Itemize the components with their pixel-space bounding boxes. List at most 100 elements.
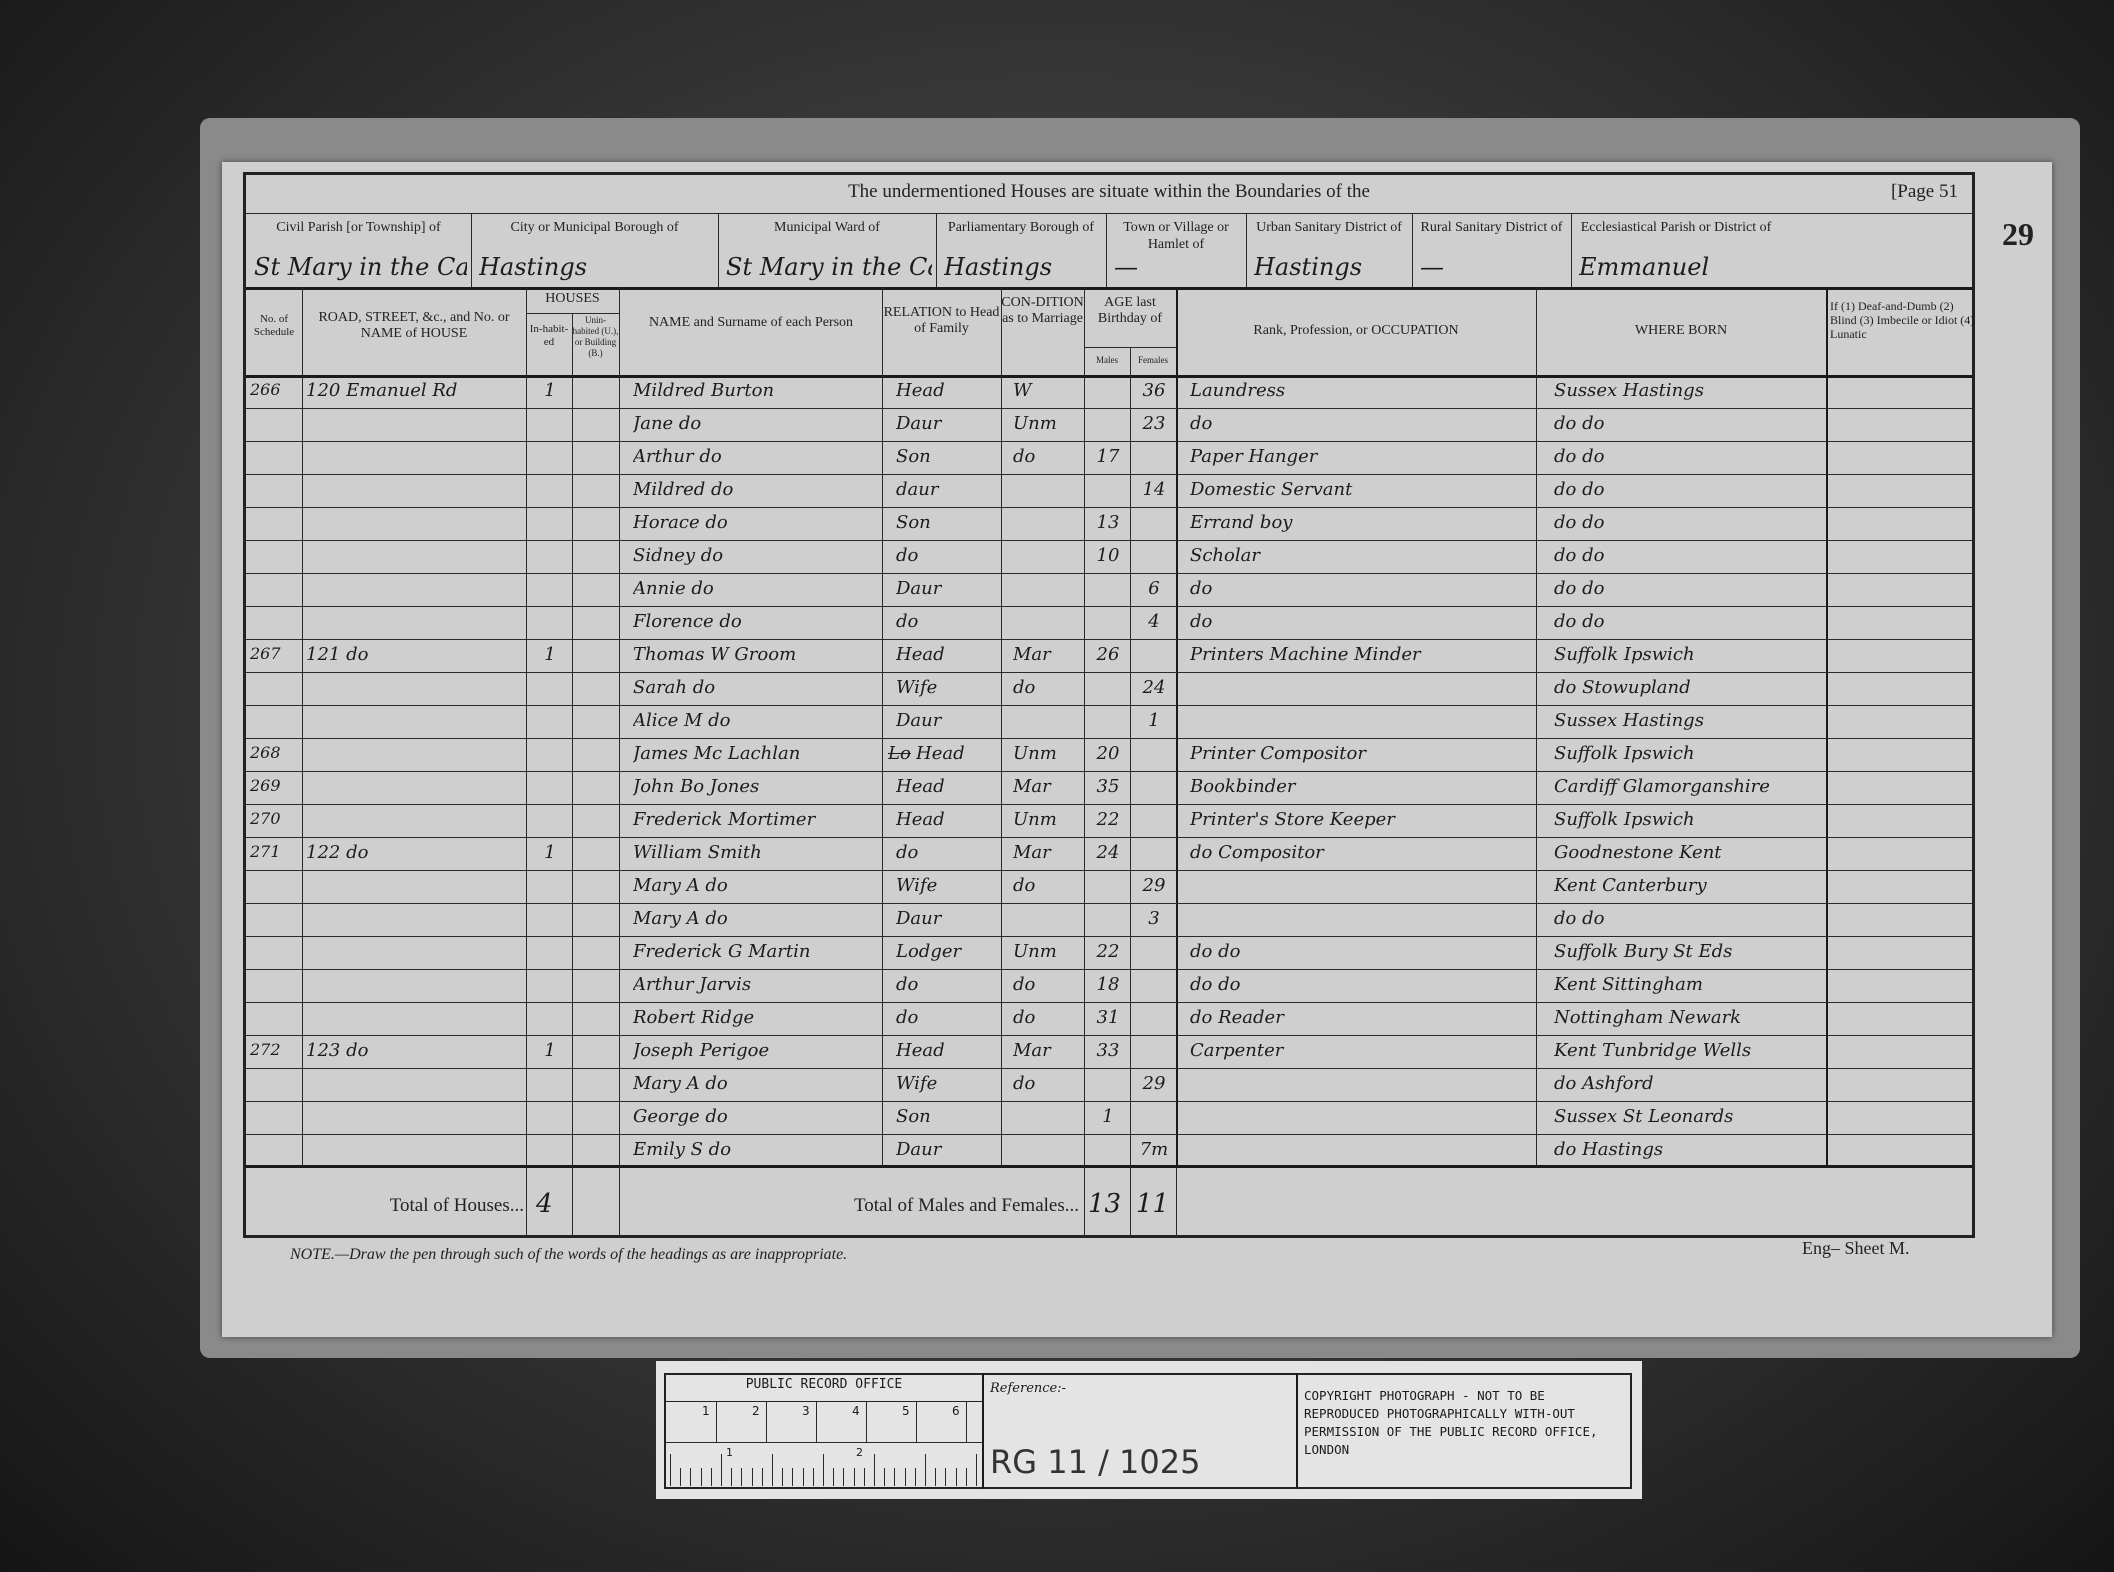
relation: Son bbox=[896, 1106, 931, 1127]
census-row: Mildred do daur 14 Domestic Servant do do bbox=[246, 474, 1978, 507]
relation: Head bbox=[896, 776, 945, 797]
occupation: do do bbox=[1190, 974, 1241, 995]
marital-condition: Mar bbox=[1013, 842, 1051, 863]
person-name: Joseph Perigoe bbox=[633, 1040, 770, 1061]
houses-inhabited: 1 bbox=[544, 842, 556, 863]
census-row: Alice M do Daur 1 Sussex Hastings bbox=[246, 705, 1978, 738]
person-name: Arthur do bbox=[633, 446, 722, 467]
age-female: 24 bbox=[1142, 677, 1166, 698]
occupation: do do bbox=[1190, 941, 1241, 962]
census-row: Robert Ridge do do 31 do Reader Nottingham Ne… bbox=[246, 1002, 1978, 1035]
where-born: Cardiff Glamorganshire bbox=[1554, 776, 1770, 797]
ruler-tick bbox=[812, 1468, 814, 1486]
form-note: NOTE.—Draw the pen through such of the w… bbox=[290, 1246, 848, 1263]
marital-condition: Unm bbox=[1013, 941, 1057, 962]
boundary-value: Hastings bbox=[479, 253, 588, 281]
col-name: NAME and Surname of each Person bbox=[648, 315, 854, 330]
relation: Wife bbox=[896, 1073, 938, 1094]
boundary-value: Hastings bbox=[944, 253, 1053, 281]
ruler-inch-label: 1 bbox=[726, 1446, 733, 1459]
where-born: do do bbox=[1554, 611, 1605, 632]
age-male: 1 bbox=[1102, 1106, 1114, 1127]
row-rule bbox=[246, 507, 1972, 508]
census-page bbox=[222, 162, 2052, 1337]
boundary-label: Municipal Ward of bbox=[774, 220, 880, 235]
census-row: Mary A do Wife do 29 Kent Canterbury bbox=[246, 870, 1978, 903]
total-females-value: 11 bbox=[1136, 1189, 1170, 1219]
where-born: Goodnestone Kent bbox=[1554, 842, 1722, 863]
column-divider bbox=[1084, 1165, 1085, 1237]
ruler-tick bbox=[670, 1454, 671, 1486]
column-divider bbox=[1001, 287, 1002, 1165]
boundary-label: Ecclesiastical Parish or District of bbox=[1580, 220, 1772, 235]
occupation: Bookbinder bbox=[1190, 776, 1296, 797]
person-name: Emily S do bbox=[633, 1139, 732, 1160]
where-born: Kent Sittingham bbox=[1554, 974, 1703, 995]
schedule-number: 266 bbox=[250, 380, 281, 399]
census-row: 272 123 do 1 Joseph Perigoe Head Mar 33 Carpent… bbox=[246, 1035, 1978, 1068]
occupation: Domestic Servant bbox=[1190, 479, 1353, 500]
census-row: 271 122 do 1 William Smith do Mar 24 do Composi… bbox=[246, 837, 1978, 870]
scale-ruler: 1 2 3 4 5 6 1 2 bbox=[666, 1401, 982, 1488]
boundary-label: Town or Village or Hamlet of bbox=[1123, 220, 1229, 252]
age-male: 18 bbox=[1096, 974, 1120, 995]
relation: Son bbox=[896, 512, 931, 533]
where-born: do do bbox=[1554, 545, 1605, 566]
where-born: Kent Tunbridge Wells bbox=[1554, 1040, 1752, 1061]
column-divider bbox=[1826, 287, 1828, 1165]
age-male: 17 bbox=[1096, 446, 1120, 467]
col-schedule: No. of Schedule bbox=[253, 313, 295, 338]
ruler-tick bbox=[741, 1468, 743, 1486]
marital-condition: do bbox=[1013, 974, 1036, 995]
row-rule bbox=[246, 738, 1972, 739]
marital-condition: do bbox=[1013, 1073, 1036, 1094]
where-born: Nottingham Newark bbox=[1554, 1007, 1742, 1028]
schedule-number: 268 bbox=[250, 743, 281, 762]
schedule-number: 269 bbox=[250, 776, 281, 795]
column-divider bbox=[526, 1165, 527, 1237]
census-row: George do Son 1 Sussex St Leonards bbox=[246, 1101, 1978, 1134]
where-born: Suffolk Ipswich bbox=[1554, 809, 1695, 830]
age-male: 22 bbox=[1096, 809, 1120, 830]
relation: Daur bbox=[896, 710, 942, 731]
col-condition: CON-DITION as to Marriage bbox=[1001, 295, 1084, 326]
boundary-value: Emmanuel bbox=[1579, 253, 1710, 281]
ruler-tick bbox=[782, 1468, 784, 1486]
occupation: do bbox=[1190, 413, 1213, 434]
relation: Wife bbox=[896, 875, 938, 896]
houses-divider bbox=[526, 313, 619, 314]
struck-relation: Lo bbox=[888, 743, 911, 764]
person-name: Robert Ridge bbox=[633, 1007, 755, 1028]
ruler-cm-mark bbox=[966, 1402, 967, 1442]
ruler-tick bbox=[751, 1468, 753, 1486]
ruler-tick bbox=[935, 1468, 937, 1486]
marital-condition: do bbox=[1013, 677, 1036, 698]
row-rule bbox=[246, 441, 1972, 442]
occupation: Errand boy bbox=[1190, 512, 1293, 533]
where-born: do do bbox=[1554, 908, 1605, 929]
census-row: Florence do do 4 do do do bbox=[246, 606, 1978, 639]
marital-condition: Mar bbox=[1013, 1040, 1051, 1061]
census-row: Sarah do Wife do 24 do Stowupland bbox=[246, 672, 1978, 705]
occupation: Printers Machine Minder bbox=[1190, 644, 1421, 665]
sheet-label: Eng– Sheet M. bbox=[1802, 1238, 1910, 1258]
census-form: The undermentioned Houses are situate wi… bbox=[243, 172, 1975, 1238]
occupation: Paper Hanger bbox=[1190, 446, 1318, 467]
boundary-label: Rural Sanitary District of bbox=[1420, 220, 1563, 235]
ruler-cm-mark bbox=[916, 1402, 917, 1442]
person-name: Sidney do bbox=[633, 545, 724, 566]
person-name: Alice M do bbox=[633, 710, 731, 731]
column-divider bbox=[619, 1165, 620, 1237]
column-divider bbox=[572, 313, 573, 1165]
census-row: 270 Frederick Mortimer Head Unm 22 Printer's … bbox=[246, 804, 1978, 837]
ruler-cm-label: 4 bbox=[852, 1404, 860, 1418]
age-male: 20 bbox=[1096, 743, 1120, 764]
col-inhabited: In-habit-ed bbox=[529, 323, 569, 348]
person-name: Annie do bbox=[633, 578, 714, 599]
where-born: do do bbox=[1554, 512, 1605, 533]
col-where-born: WHERE BORN bbox=[1634, 323, 1728, 338]
age-female: 23 bbox=[1142, 413, 1166, 434]
boundary-label: Civil Parish [or Township] of bbox=[276, 220, 441, 235]
census-row: 267 121 do 1 Thomas W Groom Head Mar 26 Printer… bbox=[246, 639, 1978, 672]
relation: Daur bbox=[896, 578, 942, 599]
